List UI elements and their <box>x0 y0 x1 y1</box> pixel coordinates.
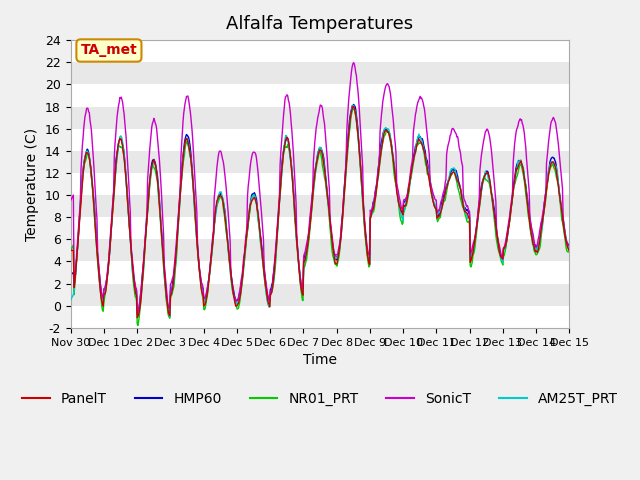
Bar <box>70 84 570 107</box>
Bar <box>70 217 570 240</box>
Bar <box>70 129 570 151</box>
Title: Alfalfa Temperatures: Alfalfa Temperatures <box>227 15 413 33</box>
Y-axis label: Temperature (C): Temperature (C) <box>26 127 40 240</box>
Legend: PanelT, HMP60, NR01_PRT, SonicT, AM25T_PRT: PanelT, HMP60, NR01_PRT, SonicT, AM25T_P… <box>17 386 623 412</box>
Bar <box>70 306 570 328</box>
Bar <box>70 173 570 195</box>
X-axis label: Time: Time <box>303 353 337 367</box>
Text: TA_met: TA_met <box>81 44 138 58</box>
Bar <box>70 262 570 284</box>
Bar <box>70 40 570 62</box>
